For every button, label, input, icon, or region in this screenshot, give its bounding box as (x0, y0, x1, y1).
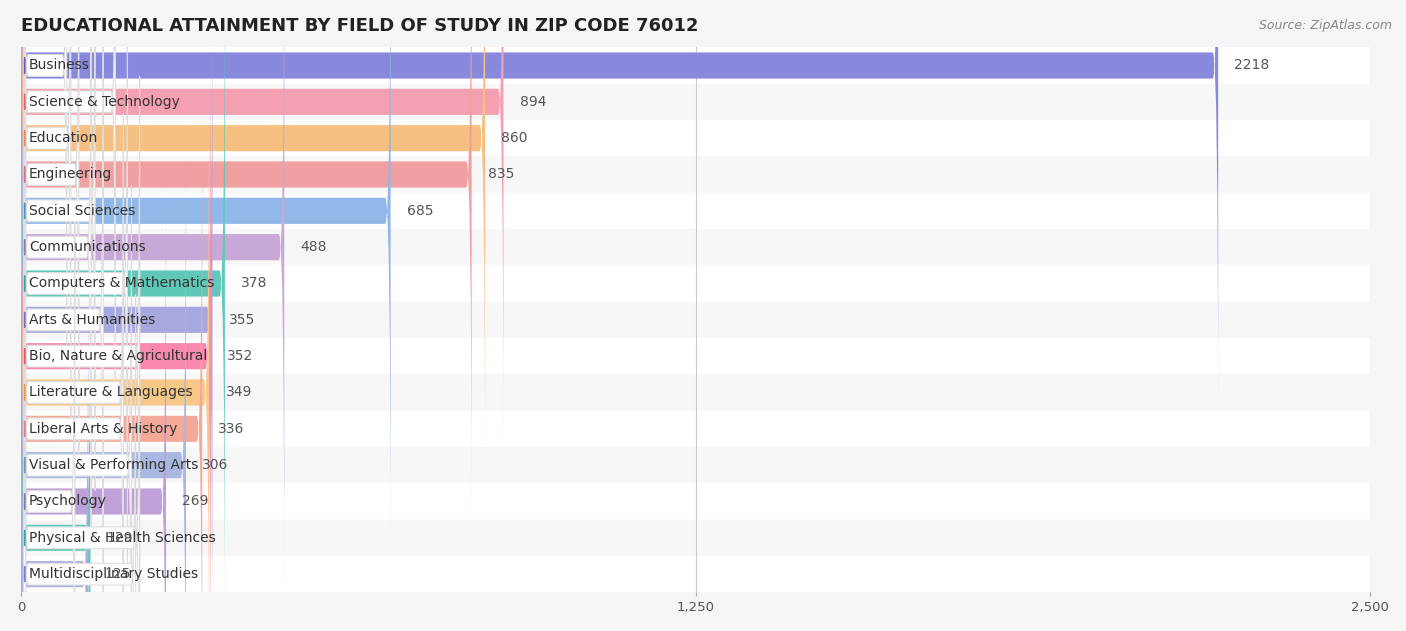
Text: Computers & Mathematics: Computers & Mathematics (30, 276, 214, 290)
Text: Science & Technology: Science & Technology (30, 95, 180, 109)
FancyBboxPatch shape (21, 151, 166, 631)
Text: Visual & Performing Arts: Visual & Performing Arts (30, 458, 198, 472)
Text: 488: 488 (301, 240, 328, 254)
Text: 306: 306 (202, 458, 229, 472)
FancyBboxPatch shape (24, 295, 135, 631)
FancyBboxPatch shape (21, 0, 485, 488)
FancyBboxPatch shape (21, 0, 503, 452)
Text: 129: 129 (107, 531, 134, 545)
FancyBboxPatch shape (21, 0, 225, 631)
Text: 355: 355 (229, 313, 254, 327)
Bar (21, 338, 1371, 374)
FancyBboxPatch shape (21, 224, 89, 631)
FancyBboxPatch shape (24, 186, 132, 631)
Text: Multidisciplinary Studies: Multidisciplinary Studies (30, 567, 198, 581)
Text: Arts & Humanities: Arts & Humanities (30, 313, 155, 327)
FancyBboxPatch shape (24, 113, 124, 631)
Bar (21, 84, 1371, 120)
Text: Liberal Arts & History: Liberal Arts & History (30, 422, 177, 436)
Text: Communications: Communications (30, 240, 146, 254)
FancyBboxPatch shape (21, 187, 90, 631)
Text: Literature & Languages: Literature & Languages (30, 386, 193, 399)
FancyBboxPatch shape (24, 0, 91, 527)
FancyBboxPatch shape (24, 258, 139, 631)
FancyBboxPatch shape (21, 0, 284, 598)
Bar (21, 411, 1371, 447)
Bar (21, 192, 1371, 229)
FancyBboxPatch shape (21, 0, 212, 631)
FancyBboxPatch shape (21, 42, 209, 631)
FancyBboxPatch shape (24, 4, 128, 563)
FancyBboxPatch shape (21, 6, 211, 631)
Text: Education: Education (30, 131, 98, 145)
FancyBboxPatch shape (24, 0, 115, 382)
Bar (21, 47, 1371, 84)
FancyBboxPatch shape (21, 115, 186, 631)
Text: Bio, Nature & Agricultural: Bio, Nature & Agricultural (30, 349, 207, 363)
Bar (21, 556, 1371, 593)
Bar (21, 520, 1371, 556)
FancyBboxPatch shape (24, 149, 124, 631)
Text: Business: Business (30, 59, 90, 73)
Text: Engineering: Engineering (30, 167, 112, 182)
Text: Social Sciences: Social Sciences (30, 204, 135, 218)
FancyBboxPatch shape (21, 0, 391, 561)
Text: 269: 269 (183, 495, 208, 509)
Bar (21, 374, 1371, 411)
FancyBboxPatch shape (24, 76, 139, 631)
FancyBboxPatch shape (21, 0, 1218, 416)
Bar (21, 265, 1371, 302)
Text: 349: 349 (225, 386, 252, 399)
Text: 378: 378 (240, 276, 267, 290)
Text: Source: ZipAtlas.com: Source: ZipAtlas.com (1258, 19, 1392, 32)
FancyBboxPatch shape (24, 0, 96, 490)
Text: 894: 894 (520, 95, 546, 109)
Bar (21, 229, 1371, 265)
Text: 860: 860 (502, 131, 527, 145)
Bar (21, 483, 1371, 520)
Text: 125: 125 (104, 567, 131, 581)
FancyBboxPatch shape (24, 0, 79, 454)
Text: 336: 336 (218, 422, 245, 436)
Text: 835: 835 (488, 167, 515, 182)
Bar (21, 302, 1371, 338)
FancyBboxPatch shape (21, 79, 202, 631)
Bar (21, 120, 1371, 156)
Bar (21, 447, 1371, 483)
FancyBboxPatch shape (24, 221, 75, 631)
Bar (21, 156, 1371, 192)
Text: Physical & Health Sciences: Physical & Health Sciences (30, 531, 215, 545)
FancyBboxPatch shape (21, 0, 471, 525)
Text: 2218: 2218 (1234, 59, 1270, 73)
Text: EDUCATIONAL ATTAINMENT BY FIELD OF STUDY IN ZIP CODE 76012: EDUCATIONAL ATTAINMENT BY FIELD OF STUDY… (21, 16, 699, 35)
FancyBboxPatch shape (24, 40, 103, 599)
FancyBboxPatch shape (24, 0, 66, 345)
FancyBboxPatch shape (24, 0, 70, 418)
Text: Psychology: Psychology (30, 495, 107, 509)
Text: 685: 685 (406, 204, 433, 218)
Text: 352: 352 (226, 349, 253, 363)
